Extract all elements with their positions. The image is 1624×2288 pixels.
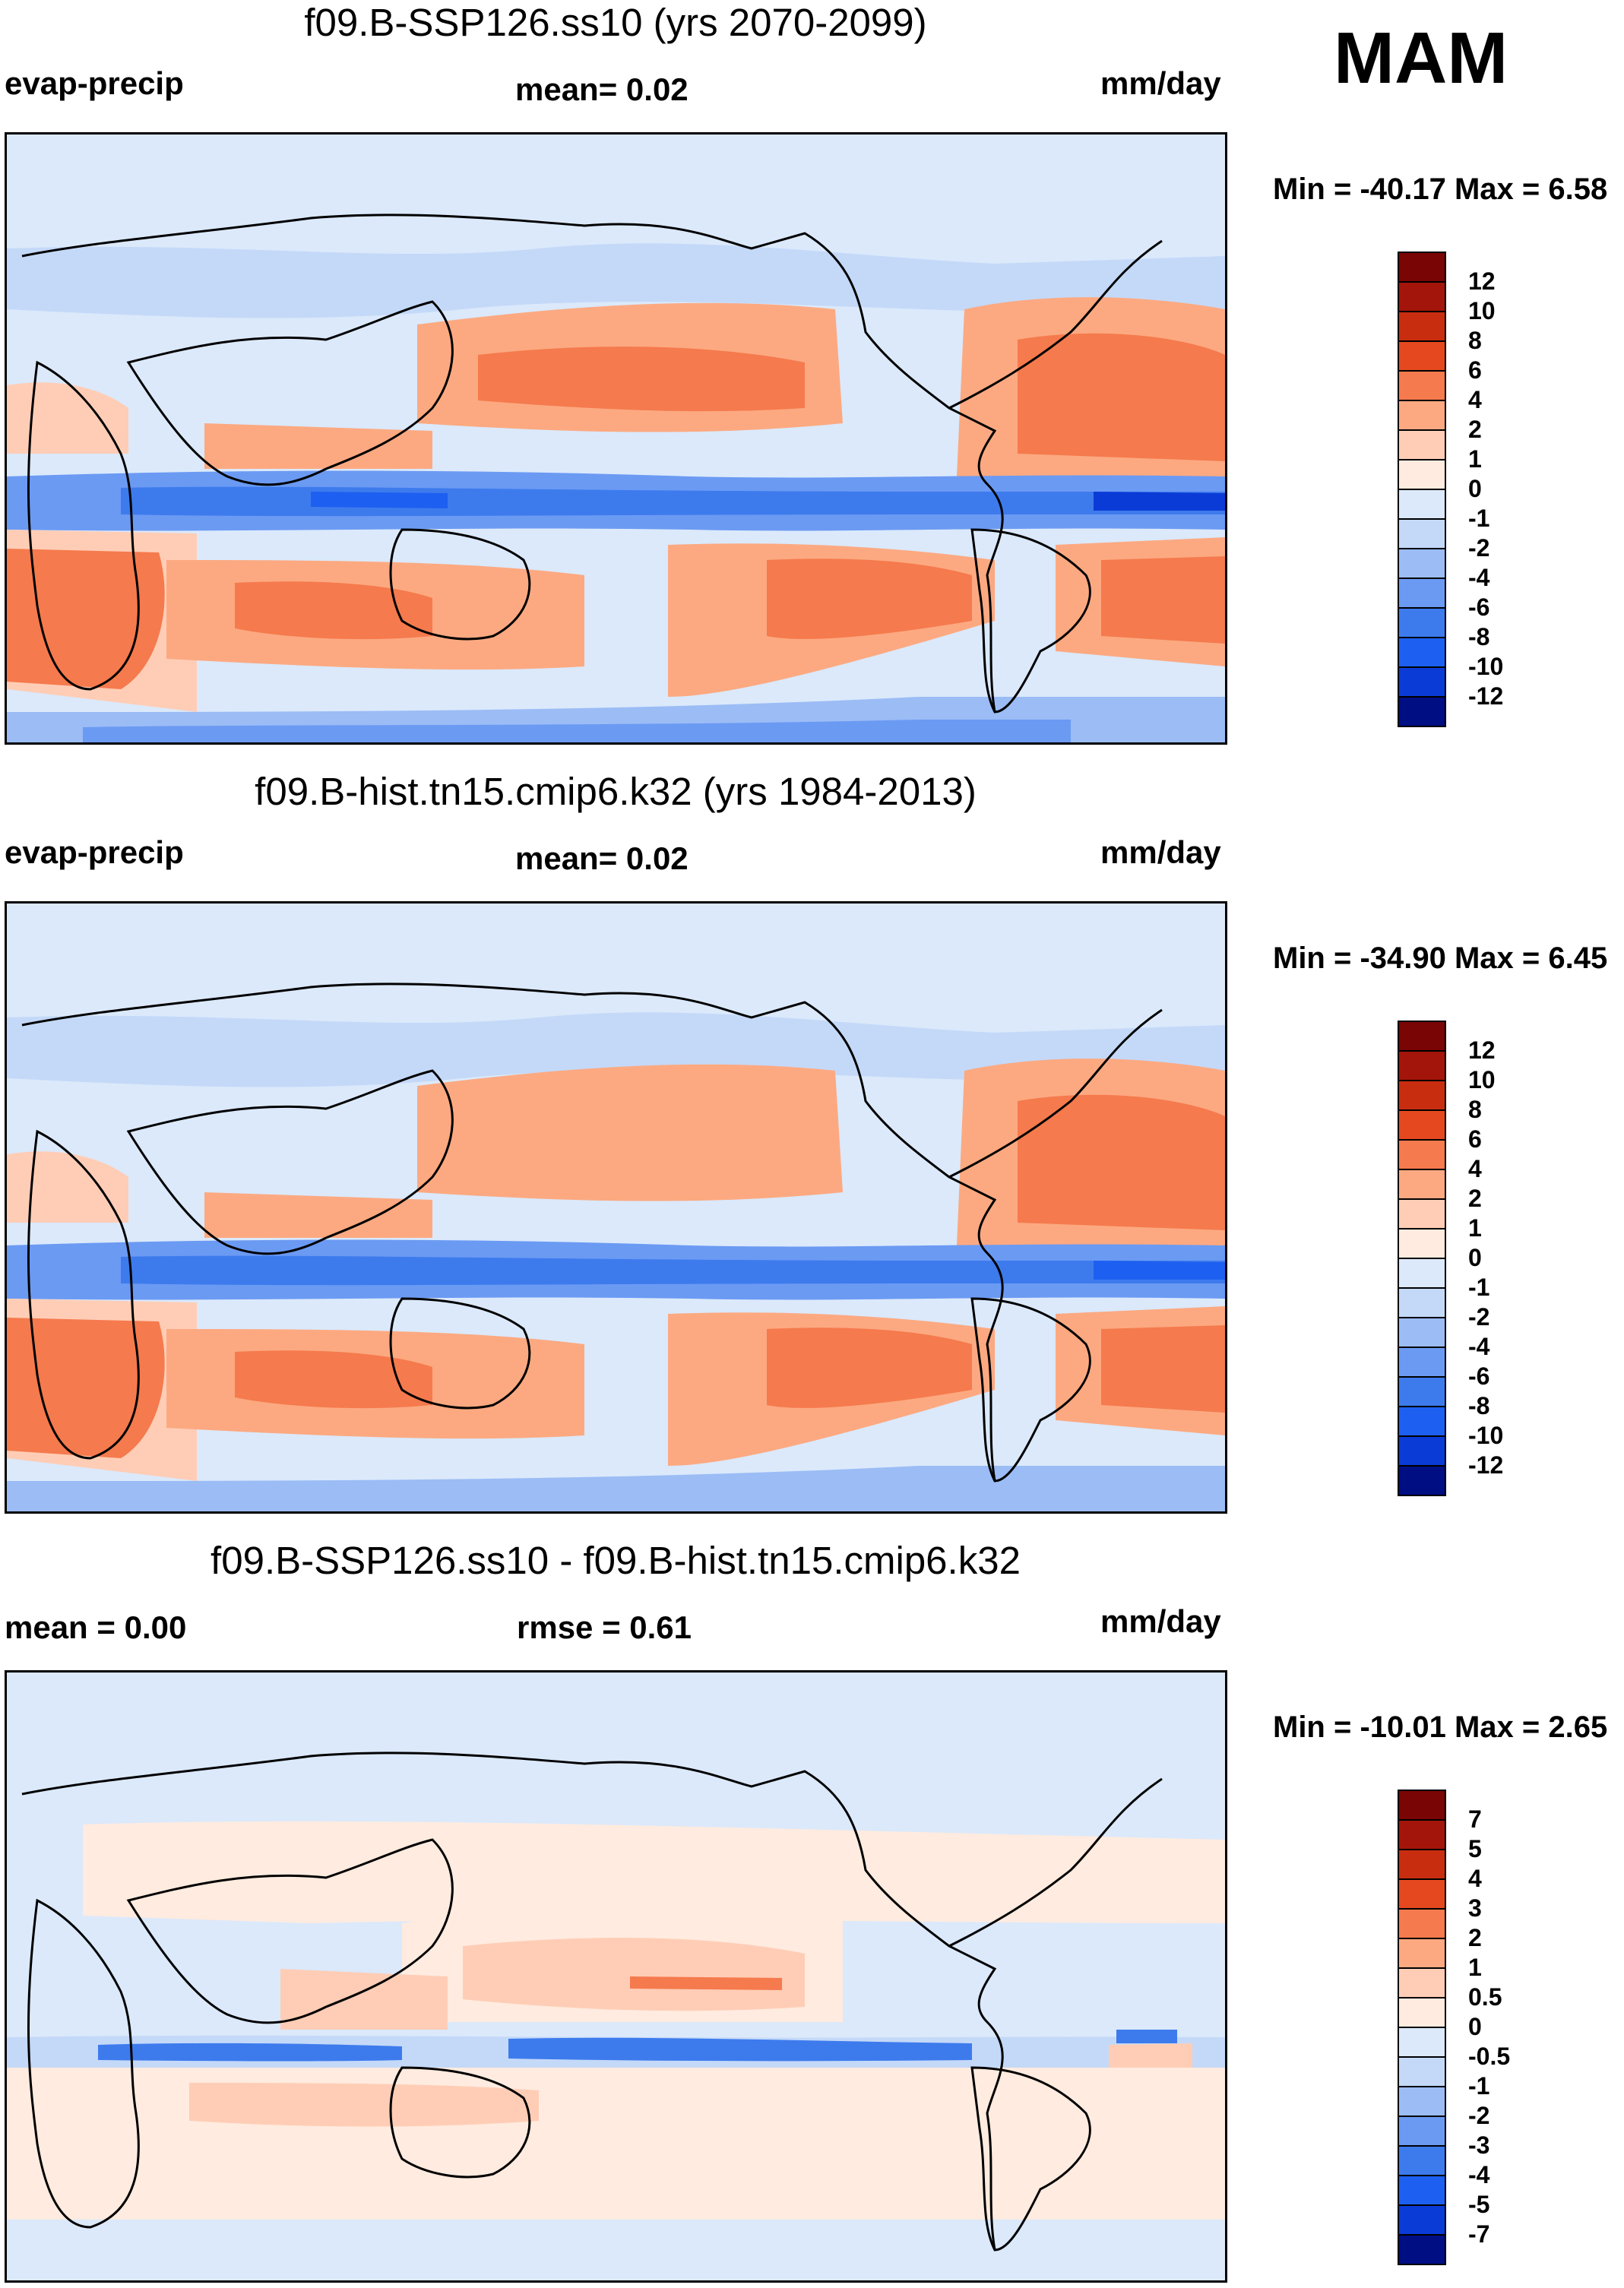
panel-3-colorbar: 7 5 4 3 2 1 0.5 0 -0.5 -1 -2 -3 -4 -5 -7 — [1397, 1789, 1518, 2275]
panel-2-mean-label: mean= 0.02 — [515, 840, 689, 876]
panel-3-level-14: -7 — [1468, 2220, 1490, 2248]
season-label: MAM — [1334, 17, 1508, 99]
panel-2-level-4: 4 — [1468, 1155, 1482, 1182]
panel-2-level-10: -4 — [1468, 1333, 1490, 1360]
panel-1-level-9: -2 — [1468, 534, 1490, 562]
panel-2-level-3: 6 — [1468, 1125, 1482, 1153]
panel-3-level-8: -0.5 — [1468, 2043, 1511, 2070]
panel-2-level-5: 2 — [1468, 1185, 1482, 1212]
panel-2-level-6: 1 — [1468, 1214, 1482, 1242]
panel-3-level-10: -2 — [1468, 2102, 1490, 2129]
panel-2-level-8: -1 — [1468, 1274, 1490, 1301]
panel-1-minmax: Min = -40.17 Max = 6.58 — [1273, 172, 1608, 206]
panel-3-mean-label: mean = 0.00 — [5, 1609, 187, 1645]
panel-2-level-7: 0 — [1468, 1244, 1482, 1271]
panel-3-title: f09.B-SSP126.ss10 - f09.B-hist.tn15.cmip… — [211, 1539, 1021, 1582]
panel-3-level-9: -1 — [1468, 2072, 1490, 2100]
panel-1-level-6: 1 — [1468, 445, 1482, 473]
panel-1-level-5: 2 — [1468, 416, 1482, 443]
panel-2-field — [7, 903, 1225, 1511]
panel-1-title: f09.B-SSP126.ss10 (yrs 2070-2099) — [304, 1, 927, 44]
panel-3-units-label: mm/day — [1100, 1603, 1221, 1639]
panel-1-level-10: -4 — [1468, 564, 1490, 591]
panel-3-level-3: 3 — [1468, 1894, 1482, 1922]
panel-2-title: f09.B-hist.tn15.cmip6.k32 (yrs 1984-2013… — [255, 770, 977, 813]
panel-2-level-2: 8 — [1468, 1096, 1482, 1123]
panel-3-field — [7, 1672, 1225, 2280]
panel-2-level-0: 12 — [1468, 1036, 1496, 1064]
panel-1-colorbar-boxes — [1398, 252, 1446, 727]
panel-3-level-5: 1 — [1468, 1954, 1482, 1981]
panel-2-units-label: mm/day — [1100, 834, 1221, 870]
panel-2-level-1: 10 — [1468, 1066, 1496, 1093]
panel-3-level-13: -5 — [1468, 2191, 1490, 2218]
panel-1-level-2: 8 — [1468, 327, 1482, 354]
panel-3-level-12: -4 — [1468, 2161, 1490, 2188]
panel-2-map — [5, 901, 1227, 1514]
panel-3-level-0: 7 — [1468, 1805, 1482, 1833]
panel-1-level-0: 12 — [1468, 267, 1496, 295]
panel-2-level-12: -8 — [1468, 1392, 1490, 1419]
panel-3-rmse-label: rmse = 0.61 — [517, 1609, 692, 1645]
panel-1-colorbar: 12 10 8 6 4 2 1 0 -1 -2 -4 -6 -8 -10 -12 — [1397, 251, 1518, 737]
panel-3-level-6: 0.5 — [1468, 1983, 1502, 2011]
panel-2-level-14: -12 — [1468, 1451, 1504, 1479]
panel-2-level-11: -6 — [1468, 1362, 1490, 1390]
panel-1-level-4: 4 — [1468, 386, 1482, 413]
panel-1-variable-label: evap-precip — [5, 65, 184, 101]
panel-3-colorbar-boxes — [1398, 1790, 1446, 2265]
panel-1-level-11: -6 — [1468, 593, 1490, 621]
panel-1-units-label: mm/day — [1100, 65, 1221, 101]
panel-3-level-11: -3 — [1468, 2131, 1490, 2159]
panel-3-level-1: 5 — [1468, 1835, 1482, 1862]
panel-2-colorbar-boxes — [1398, 1021, 1446, 1496]
panel-1-mean-label: mean= 0.02 — [515, 71, 689, 107]
panel-1-level-8: -1 — [1468, 505, 1490, 532]
panel-3-level-7: 0 — [1468, 2013, 1482, 2040]
panel-1-level-7: 0 — [1468, 475, 1482, 502]
panel-2-colorbar: 12 10 8 6 4 2 1 0 -1 -2 -4 -6 -8 -10 -12 — [1397, 1020, 1518, 1506]
panel-3-level-4: 2 — [1468, 1924, 1482, 1951]
panel-1-field — [7, 134, 1225, 742]
panel-1-level-12: -8 — [1468, 623, 1490, 650]
panel-2-variable-label: evap-precip — [5, 834, 184, 870]
panel-1-map — [5, 132, 1227, 745]
panel-1-level-14: -12 — [1468, 682, 1504, 710]
panel-2-minmax: Min = -34.90 Max = 6.45 — [1273, 941, 1608, 975]
panel-1-level-13: -10 — [1468, 653, 1504, 680]
panel-3-level-2: 4 — [1468, 1865, 1482, 1892]
panel-3-minmax: Min = -10.01 Max = 2.65 — [1273, 1710, 1608, 1744]
panel-1-level-3: 6 — [1468, 356, 1482, 384]
panel-1-level-1: 10 — [1468, 297, 1496, 324]
panel-2-level-9: -2 — [1468, 1303, 1490, 1331]
panel-2-level-13: -10 — [1468, 1422, 1504, 1449]
panel-3-map — [5, 1670, 1227, 2283]
